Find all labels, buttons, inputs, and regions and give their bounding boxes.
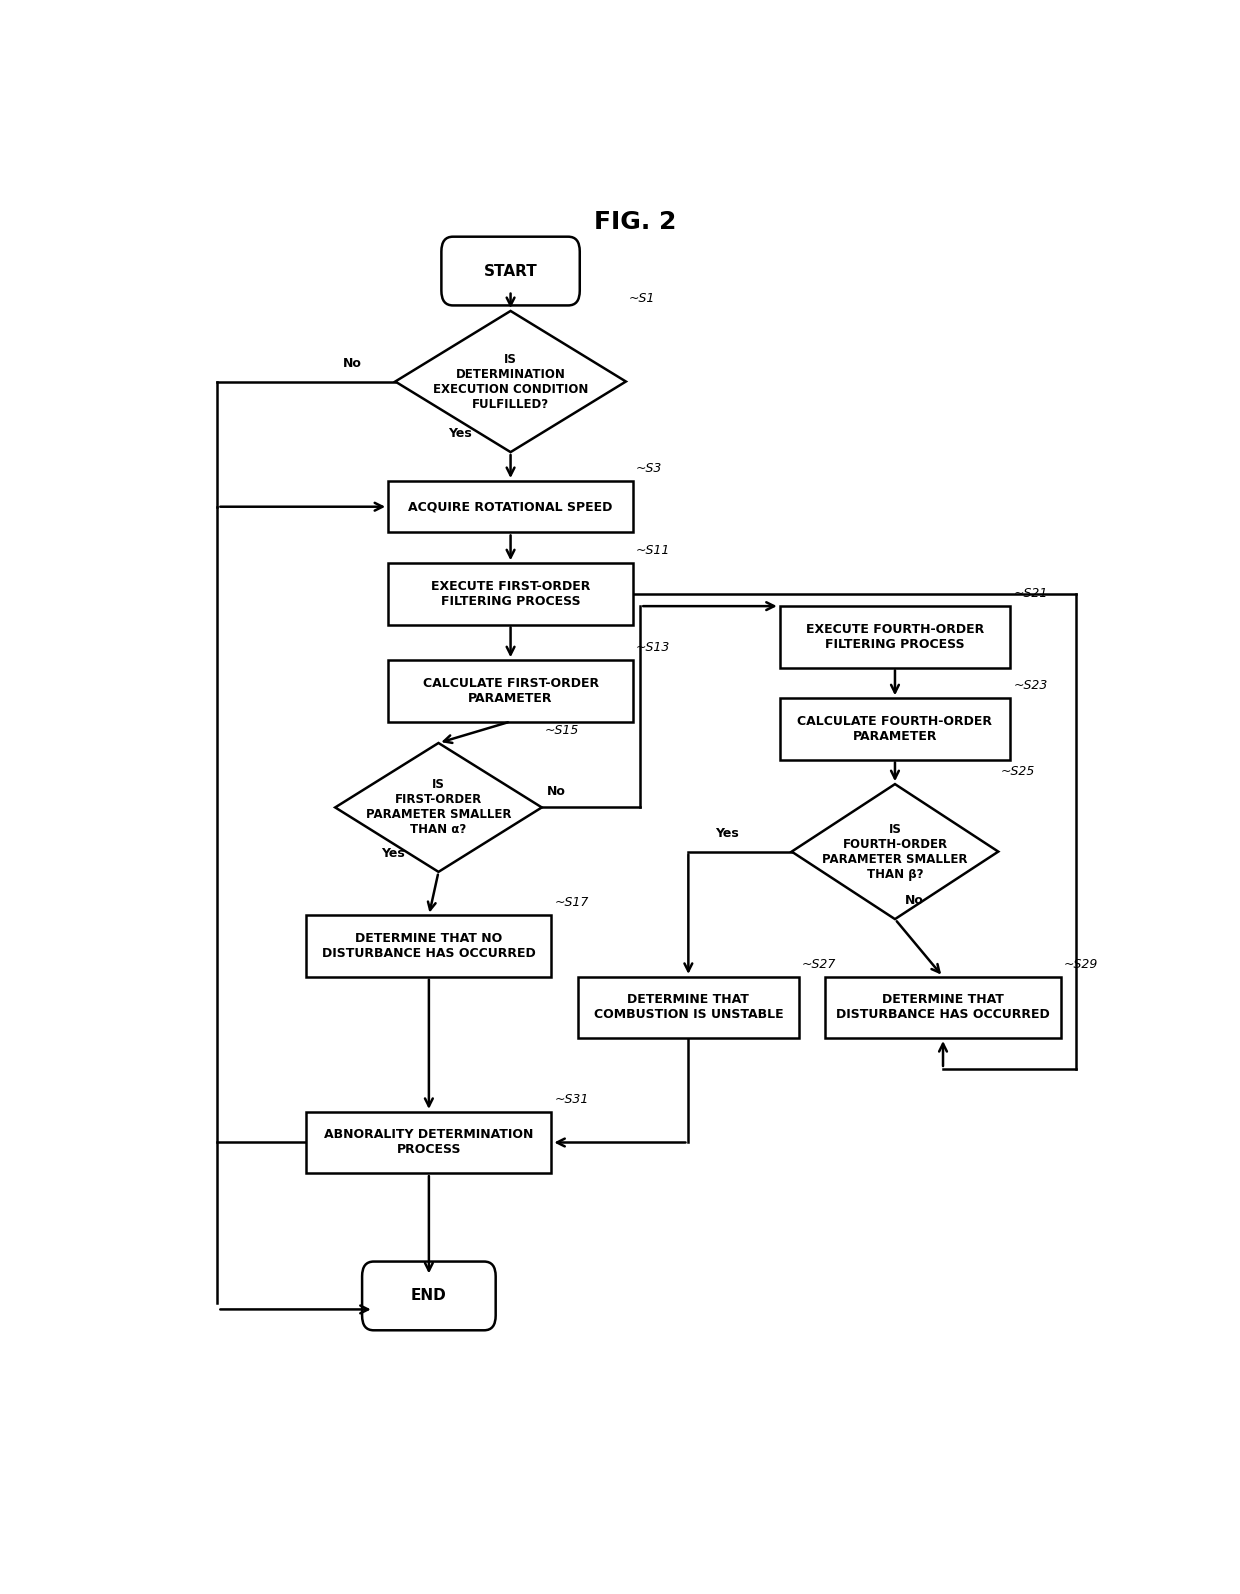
FancyBboxPatch shape [362,1261,496,1331]
Polygon shape [396,311,626,453]
Text: ~S27: ~S27 [802,958,836,971]
Text: DETERMINE THAT NO
DISTURBANCE HAS OCCURRED: DETERMINE THAT NO DISTURBANCE HAS OCCURR… [322,932,536,960]
Text: START: START [484,263,537,279]
Bar [388,660,634,722]
Bar [306,1113,552,1173]
Text: FIG. 2: FIG. 2 [594,210,677,234]
Text: ~S29: ~S29 [1064,958,1097,971]
Text: ~S13: ~S13 [636,641,671,654]
FancyBboxPatch shape [441,236,580,306]
Text: ACQUIRE ROTATIONAL SPEED: ACQUIRE ROTATIONAL SPEED [408,501,613,513]
Text: CALCULATE FIRST-ORDER
PARAMETER: CALCULATE FIRST-ORDER PARAMETER [423,677,599,705]
Text: ~S25: ~S25 [1001,765,1035,778]
Bar [826,977,1060,1038]
Text: DETERMINE THAT
COMBUSTION IS UNSTABLE: DETERMINE THAT COMBUSTION IS UNSTABLE [594,993,784,1022]
Text: ~S1: ~S1 [629,292,655,304]
Text: IS
FIRST-ORDER
PARAMETER SMALLER
THAN α?: IS FIRST-ORDER PARAMETER SMALLER THAN α? [366,778,511,837]
Bar [388,481,634,532]
Text: ~S21: ~S21 [1013,587,1048,599]
Text: IS
DETERMINATION
EXECUTION CONDITION
FULFILLED?: IS DETERMINATION EXECUTION CONDITION FUL… [433,352,588,411]
Text: EXECUTE FIRST-ORDER
FILTERING PROCESS: EXECUTE FIRST-ORDER FILTERING PROCESS [430,580,590,607]
Text: Yes: Yes [448,427,472,440]
Text: ~S11: ~S11 [636,544,671,556]
Polygon shape [791,784,998,920]
Text: Yes: Yes [714,827,739,840]
Text: IS
FOURTH-ORDER
PARAMETER SMALLER
THAN β?: IS FOURTH-ORDER PARAMETER SMALLER THAN β… [822,823,967,880]
Text: ~S23: ~S23 [1013,679,1048,692]
Bar [306,915,552,977]
Text: No: No [905,894,924,907]
Text: ~S31: ~S31 [554,1092,589,1106]
Text: ~S17: ~S17 [554,896,589,909]
Bar [780,698,1011,760]
Text: No: No [342,357,361,370]
Text: DETERMINE THAT
DISTURBANCE HAS OCCURRED: DETERMINE THAT DISTURBANCE HAS OCCURRED [836,993,1050,1022]
Text: ~S3: ~S3 [636,462,662,475]
Text: ~S15: ~S15 [544,724,579,736]
Text: END: END [410,1288,446,1304]
Bar [578,977,799,1038]
Text: No: No [547,786,565,799]
Bar [780,606,1011,668]
Bar [388,563,634,625]
Polygon shape [335,743,542,872]
Text: CALCULATE FOURTH-ORDER
PARAMETER: CALCULATE FOURTH-ORDER PARAMETER [797,714,992,743]
Text: ABNORALITY DETERMINATION
PROCESS: ABNORALITY DETERMINATION PROCESS [324,1129,533,1157]
Text: EXECUTE FOURTH-ORDER
FILTERING PROCESS: EXECUTE FOURTH-ORDER FILTERING PROCESS [806,623,985,650]
Text: Yes: Yes [381,846,404,861]
